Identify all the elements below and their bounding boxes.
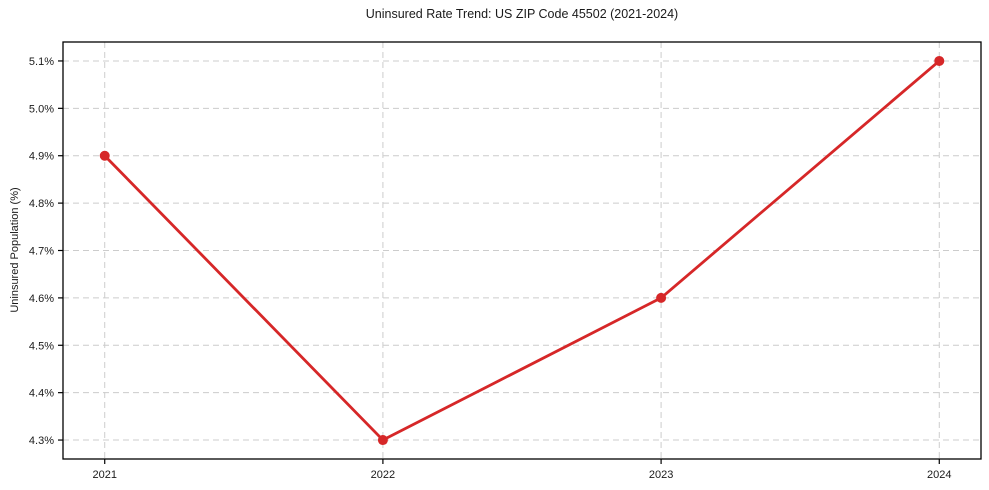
plot-border xyxy=(62,41,982,460)
y-tick-label: 4.5% xyxy=(29,340,54,352)
x-tick-label: 2021 xyxy=(92,469,116,481)
data-point-marker xyxy=(377,435,388,446)
y-tick-label: 4.6% xyxy=(29,293,54,305)
y-tick-label: 5.1% xyxy=(29,56,54,68)
y-tick-label: 4.4% xyxy=(29,388,54,400)
y-tick-label: 4.7% xyxy=(29,246,54,258)
data-point-marker xyxy=(934,55,945,66)
chart-title: Uninsured Rate Trend: US ZIP Code 45502 … xyxy=(365,7,679,21)
y-tick-label: 4.9% xyxy=(29,151,54,163)
x-tick-label: 2022 xyxy=(371,469,395,481)
y-tick-label: 4.3% xyxy=(29,435,54,447)
y-axis-label: Uninsured Population (%) xyxy=(9,187,21,313)
data-point-marker xyxy=(656,292,667,303)
trend-line xyxy=(103,59,941,442)
x-tick-label: 2023 xyxy=(649,469,673,481)
x-tick-label: 2024 xyxy=(927,469,951,481)
y-tick-label: 4.8% xyxy=(29,198,54,210)
y-tick-label: 5.0% xyxy=(29,103,54,115)
data-point-marker xyxy=(99,150,110,161)
